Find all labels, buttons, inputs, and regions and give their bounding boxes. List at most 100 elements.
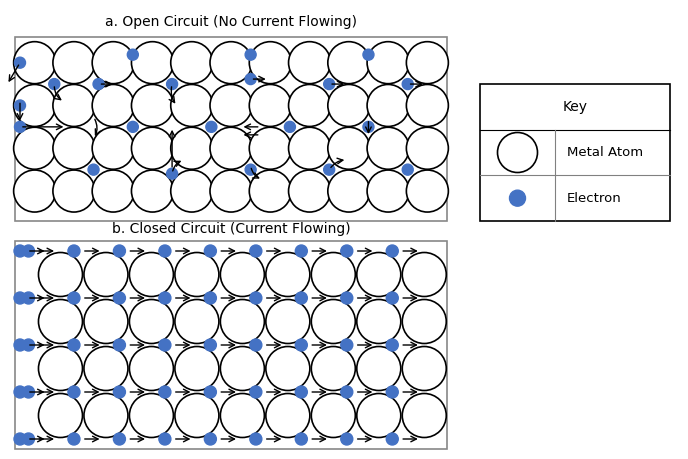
Circle shape <box>323 164 334 175</box>
Circle shape <box>250 292 262 304</box>
Circle shape <box>14 339 26 351</box>
Circle shape <box>407 84 449 127</box>
Circle shape <box>68 245 80 257</box>
Circle shape <box>323 78 334 90</box>
Circle shape <box>204 245 216 257</box>
Circle shape <box>23 433 34 445</box>
Circle shape <box>127 121 138 132</box>
Circle shape <box>131 84 173 127</box>
Circle shape <box>402 347 447 391</box>
Circle shape <box>175 300 219 343</box>
Circle shape <box>14 84 56 127</box>
Circle shape <box>204 339 216 351</box>
Circle shape <box>363 121 374 132</box>
FancyArrowPatch shape <box>169 87 175 102</box>
Circle shape <box>159 245 171 257</box>
Circle shape <box>171 127 213 169</box>
Circle shape <box>39 300 83 343</box>
Circle shape <box>327 42 370 84</box>
Circle shape <box>159 386 171 398</box>
FancyArrowPatch shape <box>331 158 343 168</box>
Circle shape <box>266 393 310 437</box>
Circle shape <box>39 347 83 391</box>
Circle shape <box>266 252 310 297</box>
Circle shape <box>84 393 128 437</box>
Circle shape <box>92 170 134 212</box>
Circle shape <box>84 347 128 391</box>
Circle shape <box>68 292 80 304</box>
Circle shape <box>402 393 447 437</box>
Circle shape <box>288 84 330 127</box>
Circle shape <box>367 170 409 212</box>
Circle shape <box>131 170 173 212</box>
Circle shape <box>175 393 219 437</box>
Bar <box>480 84 670 221</box>
Circle shape <box>84 252 128 297</box>
Circle shape <box>386 386 398 398</box>
Circle shape <box>327 127 370 169</box>
Circle shape <box>204 433 216 445</box>
Circle shape <box>357 347 401 391</box>
Circle shape <box>367 42 409 84</box>
Circle shape <box>497 133 537 173</box>
Circle shape <box>53 170 95 212</box>
Circle shape <box>206 121 217 132</box>
Circle shape <box>341 433 353 445</box>
Circle shape <box>129 393 173 437</box>
Circle shape <box>129 300 173 343</box>
Circle shape <box>159 433 171 445</box>
Circle shape <box>367 127 409 169</box>
Circle shape <box>53 42 95 84</box>
Circle shape <box>210 127 252 169</box>
Circle shape <box>92 127 134 169</box>
Circle shape <box>284 121 295 132</box>
Circle shape <box>129 347 173 391</box>
Circle shape <box>171 42 213 84</box>
Circle shape <box>341 292 353 304</box>
Circle shape <box>53 84 95 127</box>
Circle shape <box>295 245 308 257</box>
Circle shape <box>159 339 171 351</box>
Circle shape <box>357 393 401 437</box>
Circle shape <box>23 245 34 257</box>
Circle shape <box>250 386 262 398</box>
Circle shape <box>39 393 83 437</box>
Circle shape <box>14 245 26 257</box>
Circle shape <box>14 121 25 132</box>
Circle shape <box>245 73 256 84</box>
Circle shape <box>14 386 26 398</box>
Circle shape <box>131 42 173 84</box>
Circle shape <box>68 433 80 445</box>
Circle shape <box>295 433 308 445</box>
Circle shape <box>68 339 80 351</box>
Circle shape <box>402 300 447 343</box>
Circle shape <box>288 127 330 169</box>
Circle shape <box>402 78 413 90</box>
Circle shape <box>84 300 128 343</box>
Circle shape <box>220 300 264 343</box>
Circle shape <box>92 84 134 127</box>
Circle shape <box>220 347 264 391</box>
Circle shape <box>367 84 409 127</box>
Circle shape <box>49 78 60 90</box>
Circle shape <box>249 42 291 84</box>
Circle shape <box>295 292 308 304</box>
Circle shape <box>407 170 449 212</box>
Circle shape <box>175 252 219 297</box>
Circle shape <box>295 386 308 398</box>
Circle shape <box>249 127 291 169</box>
Circle shape <box>357 252 401 297</box>
Circle shape <box>407 42 449 84</box>
Circle shape <box>175 347 219 391</box>
Circle shape <box>23 386 34 398</box>
Circle shape <box>14 292 26 304</box>
Text: b. Closed Circuit (Current Flowing): b. Closed Circuit (Current Flowing) <box>111 222 350 236</box>
Circle shape <box>127 49 138 60</box>
Circle shape <box>131 127 173 169</box>
Circle shape <box>386 433 398 445</box>
Circle shape <box>220 252 264 297</box>
Text: Electron: Electron <box>567 192 622 205</box>
Circle shape <box>327 170 370 212</box>
Circle shape <box>386 292 398 304</box>
Circle shape <box>92 42 134 84</box>
